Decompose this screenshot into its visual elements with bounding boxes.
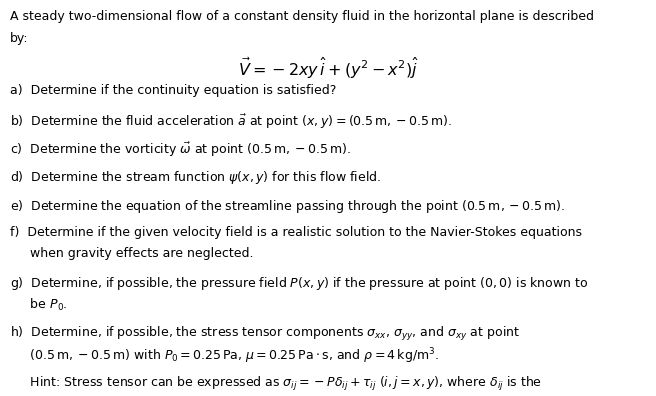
Text: d)  Determine the stream function $\psi(x, y)$ for this flow field.: d) Determine the stream function $\psi(x… (10, 169, 381, 186)
Text: a)  Determine if the continuity equation is satisfied?: a) Determine if the continuity equation … (10, 84, 337, 97)
Text: when gravity effects are neglected.: when gravity effects are neglected. (10, 247, 253, 260)
Text: $(0.5\,\mathrm{m}, -0.5\,\mathrm{m})$ with $P_0 = 0.25\,\mathrm{Pa}$, $\mu = 0.2: $(0.5\,\mathrm{m}, -0.5\,\mathrm{m})$ wi… (10, 346, 439, 366)
Text: be $P_0$.: be $P_0$. (10, 297, 68, 313)
Text: by:: by: (10, 32, 28, 45)
Text: b)  Determine the fluid acceleration $\vec{a}$ at point $(x, y) = (0.5\,\mathrm{: b) Determine the fluid acceleration $\ve… (10, 112, 452, 131)
Text: Hint: Stress tensor can be expressed as $\sigma_{ij} = -P\delta_{ij} + \tau_{ij}: Hint: Stress tensor can be expressed as … (10, 375, 542, 392)
Text: g)  Determine, if possible, the pressure field $P(x, y)$ if the pressure at poin: g) Determine, if possible, the pressure … (10, 276, 588, 293)
Text: c)  Determine the vorticity $\vec{\omega}$ at point $(0.5\,\mathrm{m}, -0.5\,\ma: c) Determine the vorticity $\vec{\omega}… (10, 141, 350, 159)
Text: f)  Determine if the given velocity field is a realistic solution to the Navier-: f) Determine if the given velocity field… (10, 226, 582, 239)
Text: $\vec{V} = -2xy\,\hat{i} + (y^2 - x^2)\hat{j}$: $\vec{V} = -2xy\,\hat{i} + (y^2 - x^2)\h… (237, 55, 419, 80)
Text: e)  Determine the equation of the streamline passing through the point $(0.5\,\m: e) Determine the equation of the streaml… (10, 198, 565, 215)
Text: h)  Determine, if possible, the stress tensor components $\sigma_{xx}$, $\sigma_: h) Determine, if possible, the stress te… (10, 325, 520, 343)
Text: A steady two-dimensional flow of a constant density fluid in the horizontal plan: A steady two-dimensional flow of a const… (10, 10, 594, 23)
